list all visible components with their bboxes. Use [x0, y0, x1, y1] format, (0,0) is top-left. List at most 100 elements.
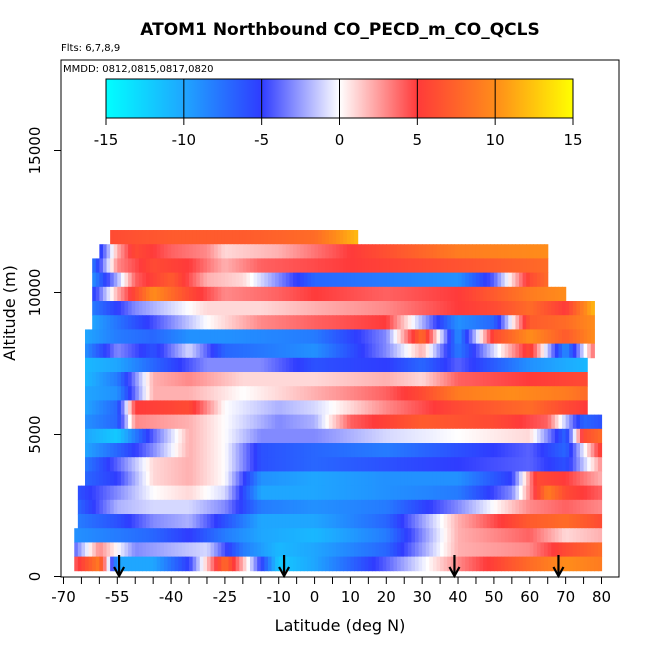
heatmap-cell [106, 357, 111, 373]
heatmap-cell [257, 514, 262, 529]
heatmap-cell [153, 528, 158, 543]
heatmap-cell [562, 286, 567, 302]
heatmap-cell [210, 272, 215, 288]
heatmap-cell [357, 499, 362, 515]
heatmap-cell [325, 301, 330, 316]
heatmap-cell [432, 414, 438, 430]
heatmap-cell [418, 272, 423, 288]
heatmap-cell [285, 528, 291, 543]
heatmap-cell [440, 428, 445, 444]
heatmap-cell [300, 230, 305, 245]
heatmap-cell [153, 457, 158, 472]
heatmap-cell [253, 329, 258, 345]
heatmap-cell [253, 315, 258, 330]
heatmap-cell [300, 400, 305, 416]
heatmap-cell [379, 272, 384, 288]
heatmap-cell [99, 457, 104, 472]
heatmap-cell [558, 329, 563, 345]
heatmap-cell [171, 428, 176, 444]
heatmap-cell [235, 301, 240, 316]
heatmap-cell [465, 329, 470, 345]
heatmap-cell [142, 286, 147, 302]
heatmap-cell [447, 443, 452, 458]
heatmap-cell [450, 428, 456, 444]
heatmap-cell [267, 343, 273, 359]
heatmap-cell [565, 301, 570, 316]
heatmap-cell [267, 386, 273, 401]
heatmap-cell [382, 343, 387, 359]
heatmap-cell [189, 286, 194, 302]
heatmap-cell [511, 343, 517, 359]
heatmap-cell [343, 414, 348, 430]
heatmap-cell [310, 485, 316, 501]
heatmap-cell [214, 542, 219, 558]
heatmap-cell [461, 485, 466, 501]
heatmap-cell [465, 556, 470, 572]
heatmap-cell [257, 372, 262, 387]
heatmap-cell [138, 528, 144, 543]
heatmap-cell [422, 443, 427, 458]
heatmap-cell [307, 528, 312, 543]
heatmap-cell [160, 315, 165, 330]
heatmap-cell [472, 343, 477, 359]
heatmap-cell [425, 258, 430, 274]
heatmap-cell [214, 528, 219, 543]
heatmap-cell [468, 414, 473, 430]
heatmap-cell [371, 315, 377, 330]
heatmap-cell [235, 286, 240, 302]
heatmap-cell [167, 386, 172, 401]
heatmap-cell [407, 542, 413, 558]
heatmap-cell [493, 428, 499, 444]
heatmap-cell [156, 372, 161, 387]
heatmap-cell [361, 386, 366, 401]
heatmap-cell [357, 386, 362, 401]
heatmap-cell [210, 542, 215, 558]
heatmap-cell [576, 542, 581, 558]
heatmap-cell [533, 372, 538, 387]
heatmap-cell [450, 244, 456, 259]
heatmap-cell [221, 542, 226, 558]
heatmap-cell [497, 329, 502, 345]
heatmap-cell [336, 414, 341, 430]
heatmap-cell [128, 457, 133, 472]
heatmap-cell [468, 272, 473, 288]
heatmap-cell [400, 386, 405, 401]
heatmap-cell [74, 528, 79, 543]
heatmap-cell [325, 443, 330, 458]
heatmap-cell [228, 542, 233, 558]
heatmap-cell [285, 499, 291, 515]
heatmap-cell [382, 499, 387, 515]
heatmap-cell [547, 315, 552, 330]
heatmap-cell [389, 542, 395, 558]
heatmap-cell [128, 386, 133, 401]
heatmap-cell [149, 528, 154, 543]
heatmap-cell [579, 428, 585, 444]
heatmap-cell [429, 457, 434, 472]
heatmap-cell [475, 556, 481, 572]
heatmap-cell [135, 329, 140, 345]
heatmap-cell [418, 528, 423, 543]
heatmap-cell [497, 372, 502, 387]
heatmap-cell [432, 329, 438, 345]
heatmap-cell [479, 542, 484, 558]
heatmap-cell [314, 343, 319, 359]
heatmap-cell [536, 301, 542, 316]
heatmap-cell [572, 428, 577, 444]
heatmap-cell [113, 499, 118, 515]
heatmap-cell [504, 258, 509, 274]
heatmap-cell [565, 343, 570, 359]
heatmap-cell [558, 286, 563, 302]
heatmap-cell [246, 400, 251, 416]
heatmap-cell [99, 499, 104, 515]
heatmap-cell [271, 528, 276, 543]
heatmap-cell [328, 414, 334, 430]
heatmap-cell [289, 372, 294, 387]
heatmap-cell [529, 258, 534, 274]
heatmap-cell [289, 528, 294, 543]
heatmap-cell [454, 556, 459, 572]
heatmap-cell [407, 329, 413, 345]
heatmap-cell [293, 343, 298, 359]
heatmap-cell [504, 485, 509, 501]
heatmap-cell [414, 414, 420, 430]
heatmap-cell [117, 528, 122, 543]
